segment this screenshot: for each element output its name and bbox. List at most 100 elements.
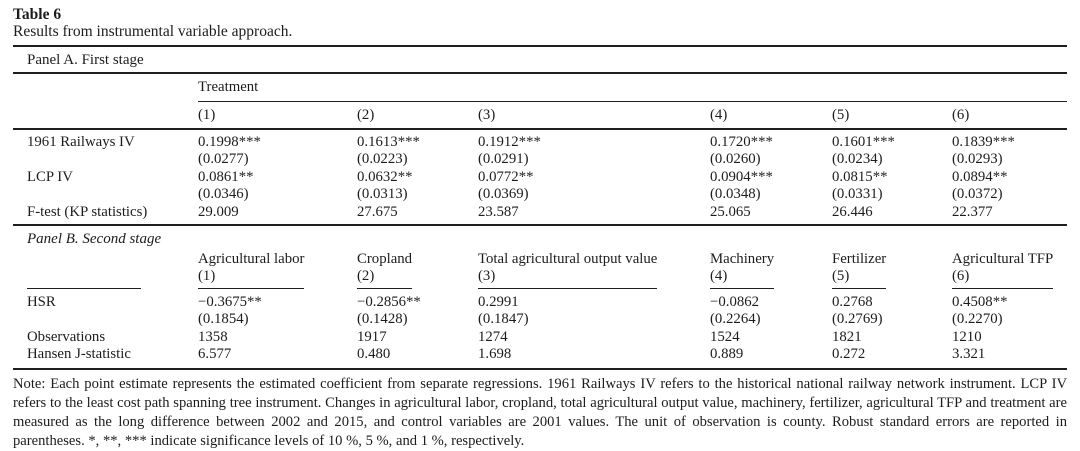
cell-value: (0.1428) — [357, 311, 408, 328]
cell-value: −0.0862 — [710, 293, 760, 310]
cell-value: (0.2270) — [952, 311, 1003, 328]
cell-value: 0.1601*** — [832, 133, 895, 150]
cell-value: (0.0260) — [710, 151, 761, 168]
cell-value: 0.480 — [357, 346, 391, 363]
column-number: (4) — [710, 106, 728, 123]
column-header-number: (3) — [478, 267, 496, 284]
cell-value: (0.0313) — [357, 186, 408, 203]
cell-value: (0.0291) — [478, 151, 529, 168]
cell-value: 0.1613*** — [357, 133, 420, 150]
column-header-number: (5) — [832, 267, 850, 284]
row-label — [13, 151, 198, 169]
table-label: Table 6 — [13, 6, 62, 23]
cell-value: (0.0369) — [478, 186, 529, 203]
table-note: Note: Each point estimate represents the… — [13, 376, 1067, 450]
cell-value: (0.2769) — [832, 311, 883, 328]
column-header-number: (6) — [952, 267, 970, 284]
panel-b-header-row: Agricultural labor (1) Cropland (2) Tota… — [13, 251, 1067, 289]
table-row: 1961 Railways IV 0.1998*** 0.1613*** 0.1… — [13, 134, 1067, 152]
row-label: Observations — [27, 328, 106, 345]
column-header: Total agricultural output value (3) — [478, 251, 710, 289]
column-header: Agricultural labor (1) — [198, 251, 357, 289]
cell-value: 1917 — [357, 328, 387, 345]
cell-value: (0.0293) — [952, 151, 1003, 168]
table-row: Observations 1358 1917 1274 1524 1821 12… — [13, 329, 1067, 347]
cell-value: 1.698 — [478, 346, 512, 363]
table-row: HSR −0.3675** −0.2856** 0.2991 −0.0862 0… — [13, 294, 1067, 312]
cell-value: (0.0277) — [198, 151, 249, 168]
panel-a-column-numbers: (1) (2) (3) (4) (5) (6) — [13, 102, 1067, 129]
table-row: (0.1854) (0.1428) (0.1847) (0.2264) (0.2… — [13, 311, 1067, 329]
cell-value: 22.377 — [952, 203, 993, 220]
cell-value: 1821 — [832, 328, 862, 345]
column-header-label: Cropland — [357, 250, 413, 267]
cell-value: 1210 — [952, 328, 982, 345]
cell-value: 1358 — [198, 328, 228, 345]
cell-value: (0.0348) — [710, 186, 761, 203]
column-header-number: (2) — [357, 267, 375, 284]
column-header-label: Agricultural labor — [198, 250, 305, 267]
cell-value: 1274 — [478, 328, 508, 345]
bottom-rule — [13, 367, 1067, 371]
cell-value: (0.0223) — [357, 151, 408, 168]
row-label: Hansen J-statistic — [27, 346, 131, 363]
cell-value: (0.2264) — [710, 311, 761, 328]
column-number: (5) — [832, 106, 850, 123]
panel-b-title: Panel B. Second stage — [27, 230, 162, 247]
cell-value: 0.2768 — [832, 293, 873, 310]
cell-value: 0.889 — [710, 346, 744, 363]
column-number: (6) — [952, 106, 970, 123]
cell-value: 0.1839*** — [952, 133, 1015, 150]
column-header: Machinery (4) — [710, 251, 832, 289]
empty-stub — [13, 107, 198, 125]
row-label — [13, 311, 198, 329]
cell-value: 26.446 — [832, 203, 873, 220]
panel-a-rule — [13, 72, 1067, 74]
column-header-number: (1) — [198, 267, 216, 284]
column-number: (3) — [478, 106, 496, 123]
table-row: LCP IV 0.0861** 0.0632** 0.0772** 0.0904… — [13, 169, 1067, 187]
row-label: LCP IV — [27, 168, 73, 185]
cell-value: 29.009 — [198, 203, 239, 220]
column-header: Agricultural TFP (6) — [952, 251, 1067, 289]
table-row: (0.0277) (0.0223) (0.0291) (0.0260) (0.0… — [13, 151, 1067, 169]
cell-value: (0.0331) — [832, 186, 883, 203]
treatment-header-row: Treatment — [13, 79, 1067, 102]
table-row: Hansen J-statistic 6.577 0.480 1.698 0.8… — [13, 346, 1067, 364]
column-header-label: Total agricultural output value — [478, 250, 658, 267]
cell-value: (0.0346) — [198, 186, 249, 203]
cell-value: 0.1912*** — [478, 133, 541, 150]
column-header-label: Fertilizer — [832, 250, 887, 267]
header-rule — [13, 128, 1067, 130]
cell-value: −0.3675** — [198, 293, 262, 310]
cell-value: 23.587 — [478, 203, 519, 220]
cell-value: 0.1998*** — [198, 133, 261, 150]
panel-b-body: HSR −0.3675** −0.2856** 0.2991 −0.0862 0… — [13, 289, 1067, 368]
cell-value: 1524 — [710, 328, 740, 345]
cell-value: (0.1847) — [478, 311, 529, 328]
row-label: 1961 Railways IV — [27, 133, 135, 150]
treatment-group-header: Treatment — [198, 79, 1067, 102]
cell-value: (0.1854) — [198, 311, 249, 328]
cell-value: 6.577 — [198, 346, 232, 363]
column-header: Cropland (2) — [357, 251, 478, 289]
cell-value: 0.4508** — [952, 293, 1008, 310]
column-header: Fertilizer (5) — [832, 251, 952, 289]
top-rule — [13, 45, 1067, 47]
table-row: (0.0346) (0.0313) (0.0369) (0.0348) (0.0… — [13, 186, 1067, 204]
panel-divider-rule — [13, 224, 1067, 226]
cell-value: 0.0772** — [478, 168, 534, 185]
cell-value: 0.272 — [832, 346, 866, 363]
cell-value: 0.0894** — [952, 168, 1008, 185]
cell-value: 0.0904*** — [710, 168, 773, 185]
stub-header — [13, 287, 198, 289]
cell-value: −0.2856** — [357, 293, 421, 310]
column-header-label: Machinery — [710, 250, 775, 267]
cell-value: 0.2991 — [478, 293, 519, 310]
row-label: HSR — [27, 293, 56, 310]
cell-value: 0.1720*** — [710, 133, 773, 150]
cell-value: 0.0815** — [832, 168, 888, 185]
cell-value: 27.675 — [357, 203, 398, 220]
column-header-number: (4) — [710, 267, 728, 284]
